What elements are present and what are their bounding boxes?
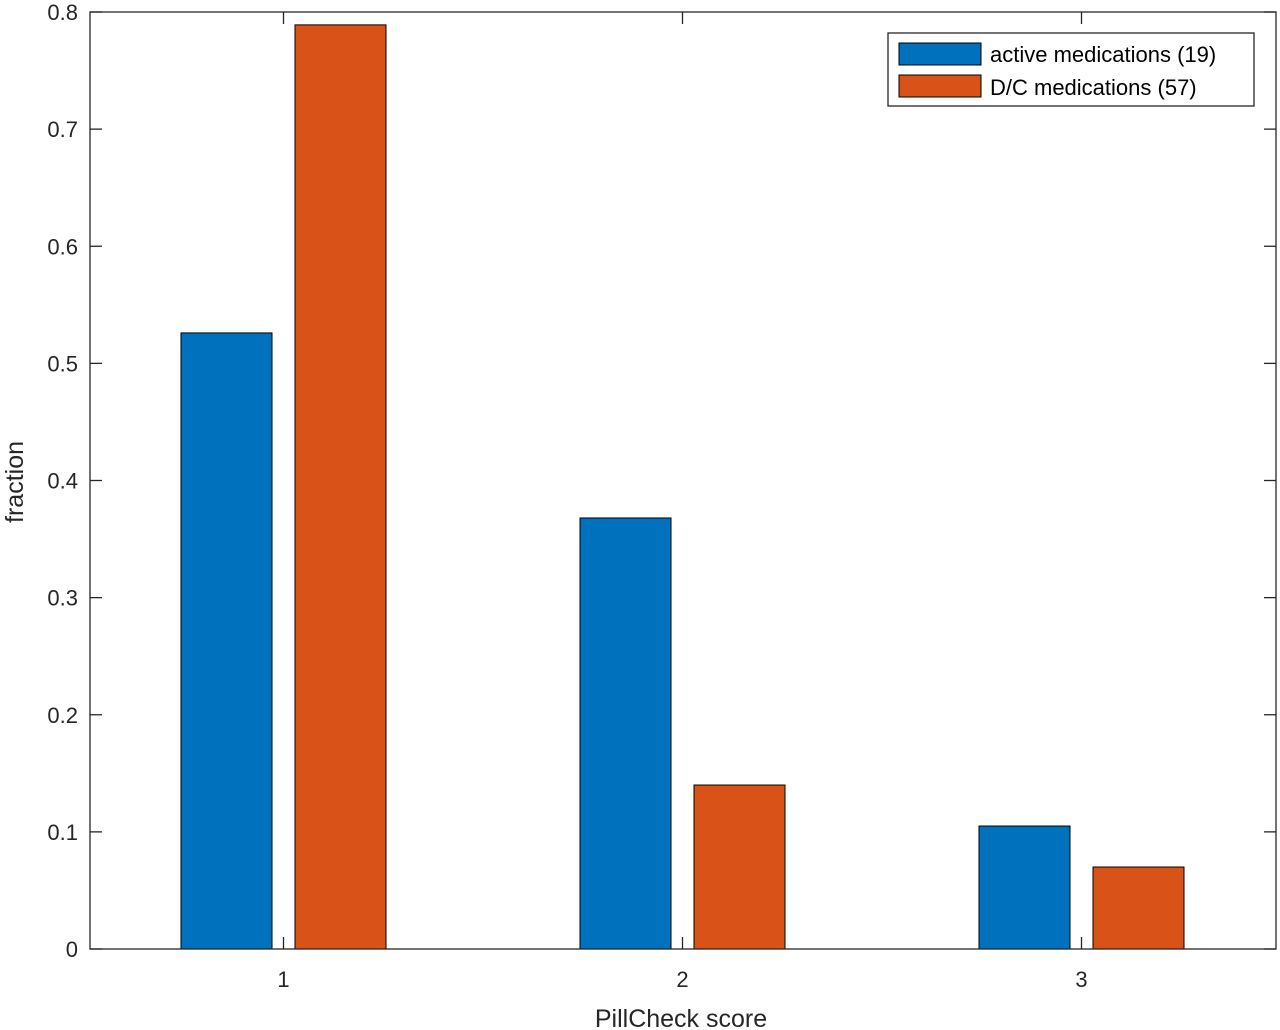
ticks-group: 0 0.1 0.2 0.3 0.4 0.5 0.6 0.7 0.8 1 2 3 [47, 0, 1276, 992]
bar-active-score-2 [579, 517, 672, 950]
y-tick-label: 0.5 [47, 351, 78, 376]
bars-group [180, 24, 1185, 950]
y-tick-label: 0.6 [47, 234, 78, 259]
axes-box [89, 11, 1277, 950]
legend-swatch-active [898, 42, 982, 66]
legend-label-active: active medications (19) [990, 42, 1216, 67]
y-tick-label: 0.8 [47, 0, 78, 25]
x-tick-label: 3 [1075, 967, 1087, 992]
y-tick-label: 0.4 [47, 469, 78, 494]
y-axis-label: fraction [1, 441, 29, 523]
legend-swatch-dc [898, 74, 982, 98]
x-axis-label: PillCheck score [595, 1005, 767, 1030]
x-tick-label: 1 [277, 967, 289, 992]
y-tick-label: 0.1 [47, 820, 78, 845]
legend-label-dc: D/C medications (57) [990, 75, 1197, 100]
y-tick-label: 0.3 [47, 586, 78, 611]
bar-dc-score-2 [693, 784, 786, 950]
bar-dc-score-1 [294, 24, 387, 950]
plot-area [90, 12, 1276, 949]
y-tick-label: 0.2 [47, 703, 78, 728]
y-tick-label: 0 [66, 937, 78, 962]
x-tick-label: 2 [676, 967, 688, 992]
bar-active-score-1 [180, 332, 273, 950]
bar-dc-score-3 [1092, 866, 1185, 950]
y-tick-label: 0.7 [47, 117, 78, 142]
legend: active medications (19) D/C medications … [887, 32, 1255, 107]
bar-active-score-3 [978, 825, 1071, 950]
